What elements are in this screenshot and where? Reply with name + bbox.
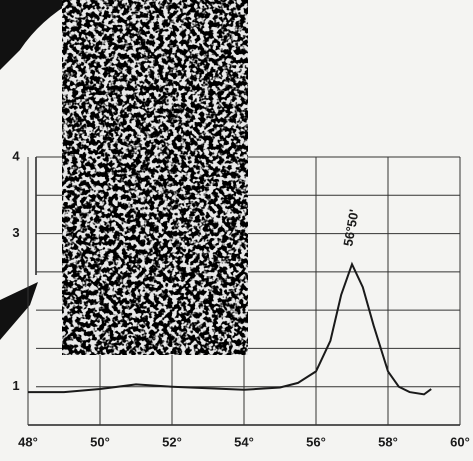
x-tick-label: 50° [90, 434, 110, 449]
x-tick-label: 56° [306, 434, 326, 449]
x-tick-label: 48° [18, 434, 38, 449]
plot: 48° 50° 52° 54° 56° 58° 60° 1 3 4 56°50' [12, 148, 469, 449]
data-line [28, 261, 432, 396]
x-tick-label: 58° [378, 434, 398, 449]
y-tick-label: 3 [12, 225, 19, 240]
x-tick-label: 60° [450, 434, 470, 449]
y-tick-label: 4 [12, 148, 20, 163]
photo-grain [62, 0, 248, 355]
dark-shape [0, 0, 75, 70]
x-tick-label: 54° [234, 434, 254, 449]
dark-wedge [0, 282, 38, 340]
annotation: 56°50' [340, 208, 361, 247]
x-tick-label: 52° [162, 434, 182, 449]
y-tick-label: 1 [12, 378, 19, 393]
